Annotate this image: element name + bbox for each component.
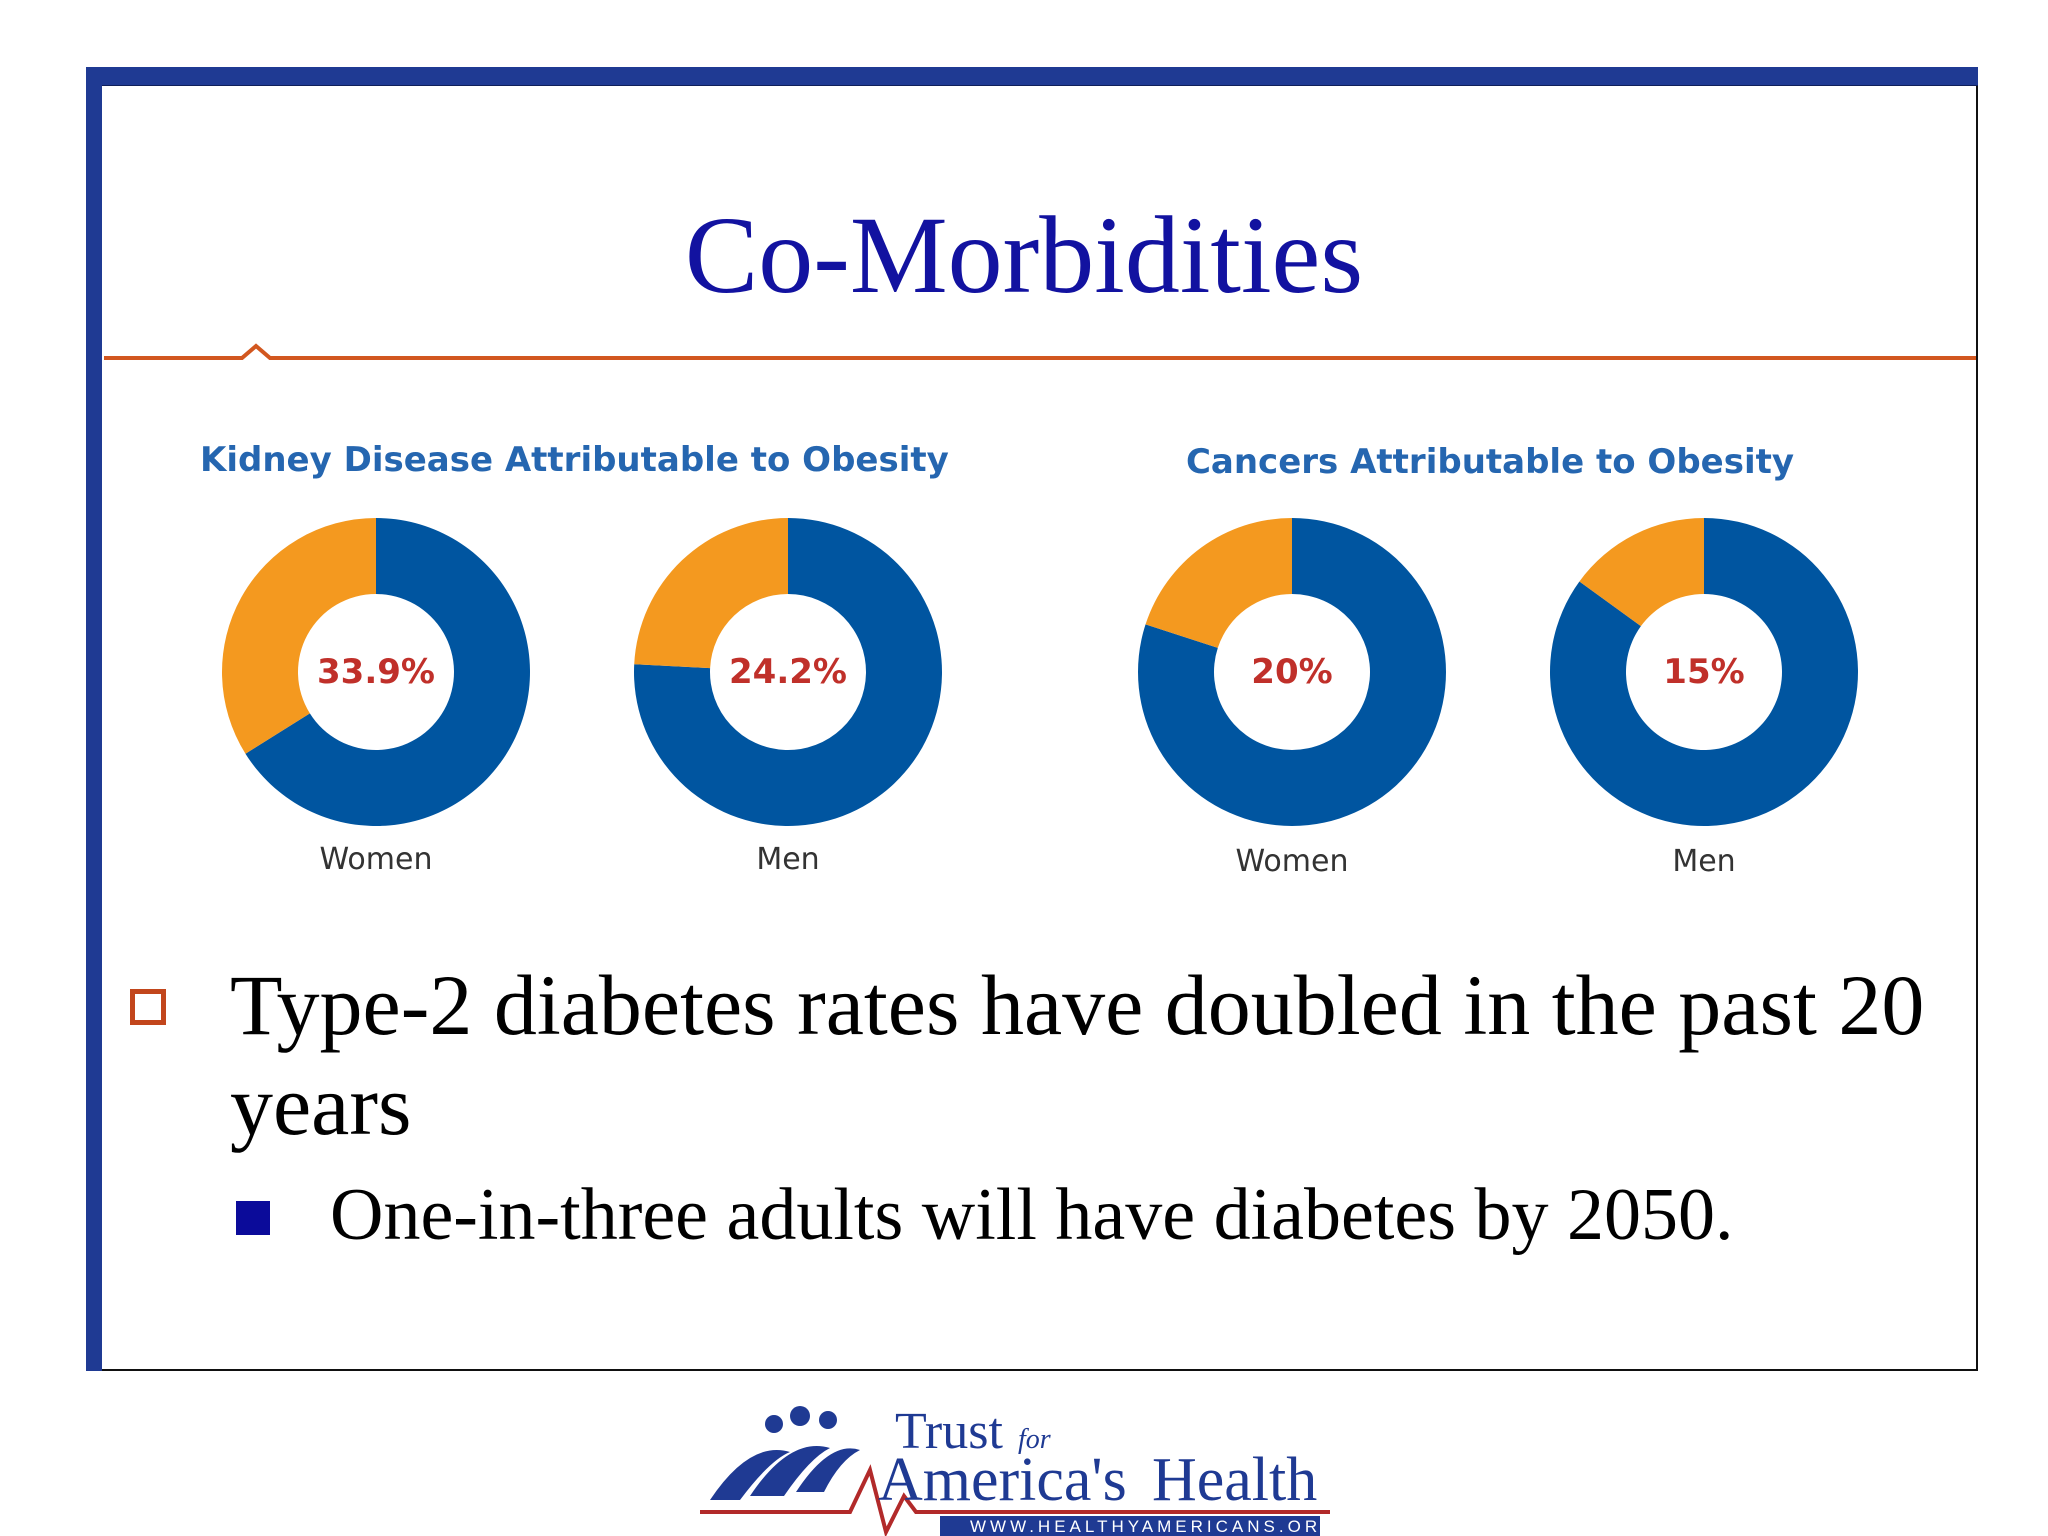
heartbeat-line-icon	[700, 1464, 1330, 1536]
cancer-women-attributable-slice	[1145, 518, 1292, 648]
kidney-men-donut: 24.2%	[634, 518, 942, 826]
kidney-chart-title: Kidney Disease Attributable to Obesity	[200, 440, 949, 480]
cancer-men-donut: 15%	[1550, 518, 1858, 826]
bullet-list: Type-2 diabetes rates have doubled in th…	[130, 955, 1970, 1263]
logo-word-health: Health	[1152, 1446, 1317, 1514]
cancer-chart-title: Cancers Attributable to Obesity	[1185, 442, 1795, 482]
cancer-women-donut: 20%	[1138, 518, 1446, 826]
cancer-women-value-label: 20%	[1251, 652, 1332, 692]
cancer-men-label: Men	[1672, 844, 1736, 879]
kidney-women-remainder-slice	[245, 518, 531, 826]
kidney-women-label: Women	[319, 842, 433, 877]
cancer-men-value-label: 15%	[1663, 652, 1744, 692]
cancer-men-attributable-slice	[1579, 518, 1704, 627]
kidney-women-donut: 33.9%	[222, 518, 531, 826]
slide-left-bar	[86, 67, 102, 1371]
cancer-women-remainder-slice	[1138, 518, 1446, 826]
hollow-square-bullet-icon	[130, 989, 166, 1025]
kidney-women-attributable-slice	[222, 518, 376, 754]
people-figures-icon	[710, 1406, 860, 1500]
title-divider	[104, 343, 1976, 360]
kidney-men-remainder-slice	[634, 518, 942, 826]
cancer-men-remainder-slice	[1550, 518, 1858, 826]
kidney-men-label: Men	[756, 842, 820, 877]
bullet-level1-text: Type-2 diabetes rates have doubled in th…	[230, 957, 1925, 1153]
tfah-logo: Trust for America's Health WWW.HEALTHYAM…	[700, 1403, 1338, 1536]
logo-word-trust: Trust	[895, 1403, 1003, 1460]
bullet-level2-text: One-in-three adults will have diabetes b…	[330, 1174, 1734, 1256]
bullet-item-level1: Type-2 diabetes rates have doubled in th…	[130, 955, 1970, 1155]
slide-frame	[86, 67, 1978, 1371]
bullet-item-level2: One-in-three adults will have diabetes b…	[130, 1167, 1970, 1263]
cancer-women-label: Women	[1235, 844, 1349, 879]
slide-title: Co-Morbidities	[684, 194, 1364, 316]
filled-square-bullet-icon	[236, 1201, 270, 1235]
logo-word-americas: America's	[878, 1446, 1127, 1514]
kidney-men-value-label: 24.2%	[729, 652, 847, 692]
slide-top-bar	[86, 67, 1978, 86]
logo-word-for: for	[1018, 1424, 1051, 1455]
kidney-men-attributable-slice	[634, 518, 788, 669]
logo-url: WWW.HEALTHYAMERICANS.ORG	[970, 1517, 1338, 1536]
kidney-women-value-label: 33.9%	[317, 652, 435, 692]
